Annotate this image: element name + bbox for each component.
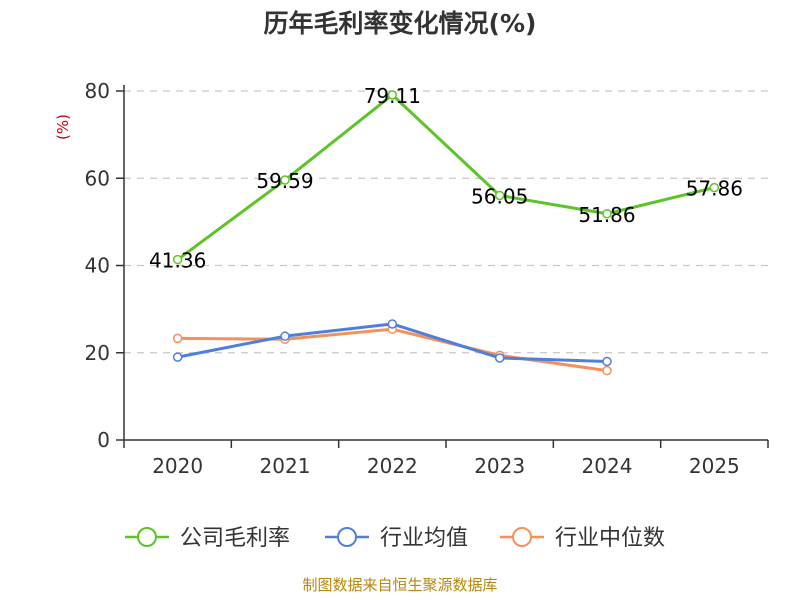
data-label: 41.36 xyxy=(149,249,206,273)
x-tick-label: 2020 xyxy=(152,454,203,478)
data-label: 59.59 xyxy=(256,169,313,193)
data-point[interactable] xyxy=(387,90,398,100)
legend-circle-icon xyxy=(337,527,357,547)
chart-title: 历年毛利率变化情况(%) xyxy=(264,9,537,38)
data-labels: 41.36 59.59 79.11 56.05 51.86 57.86 xyxy=(149,84,743,273)
x-tick-label: 2025 xyxy=(689,454,740,478)
legend-item[interactable]: 公司毛利率 xyxy=(125,526,290,551)
legend-item[interactable]: 行业中位数 xyxy=(500,526,665,551)
data-label: 56.05 xyxy=(471,184,528,208)
y-axis-label: (%) xyxy=(54,114,72,140)
data-point[interactable] xyxy=(280,175,290,185)
data-point[interactable] xyxy=(387,319,398,329)
y-tick-label: 20 xyxy=(85,341,110,365)
data-point[interactable] xyxy=(602,365,612,376)
source-note: 制图数据来自恒生聚源数据库 xyxy=(302,576,497,594)
y-tick-label: 80 xyxy=(85,79,110,103)
data-label: 57.86 xyxy=(686,177,743,201)
y-tick-label: 60 xyxy=(85,166,110,190)
legend-circle-icon xyxy=(512,527,532,547)
series-line xyxy=(176,93,715,261)
legend[interactable]: 公司毛利率 行业均值 行业中位数 xyxy=(125,526,665,551)
legend-label: 公司毛利率 xyxy=(180,526,290,551)
x-tick-label: 2023 xyxy=(474,454,525,478)
data-point[interactable] xyxy=(494,190,505,201)
x-tick-label: 2024 xyxy=(582,454,633,478)
series-line xyxy=(177,327,608,373)
legend-circle-icon xyxy=(137,527,157,547)
data-point[interactable] xyxy=(602,209,612,219)
data-label: 79.11 xyxy=(364,84,421,108)
x-tick-label: 2021 xyxy=(260,454,311,478)
data-point[interactable] xyxy=(602,356,612,367)
data-point[interactable] xyxy=(494,353,505,363)
series-layer xyxy=(172,90,720,376)
data-point[interactable] xyxy=(172,333,183,344)
axes: 0 20 40 60 80 2020 2021 2022 2023 2024 2025 xyxy=(85,79,769,478)
data-point[interactable] xyxy=(172,352,183,362)
x-tick-label: 2022 xyxy=(367,454,418,478)
y-tick-label: 0 xyxy=(97,428,110,452)
legend-label: 行业中位数 xyxy=(555,526,665,551)
grid-lines xyxy=(124,90,768,354)
data-label: 51.86 xyxy=(578,203,635,227)
legend-item[interactable]: 行业均值 xyxy=(325,526,468,551)
data-point[interactable] xyxy=(280,331,290,341)
y-tick-label: 40 xyxy=(85,254,110,278)
data-point[interactable] xyxy=(709,182,720,193)
legend-label: 行业均值 xyxy=(380,526,468,551)
data-point[interactable] xyxy=(172,254,183,265)
